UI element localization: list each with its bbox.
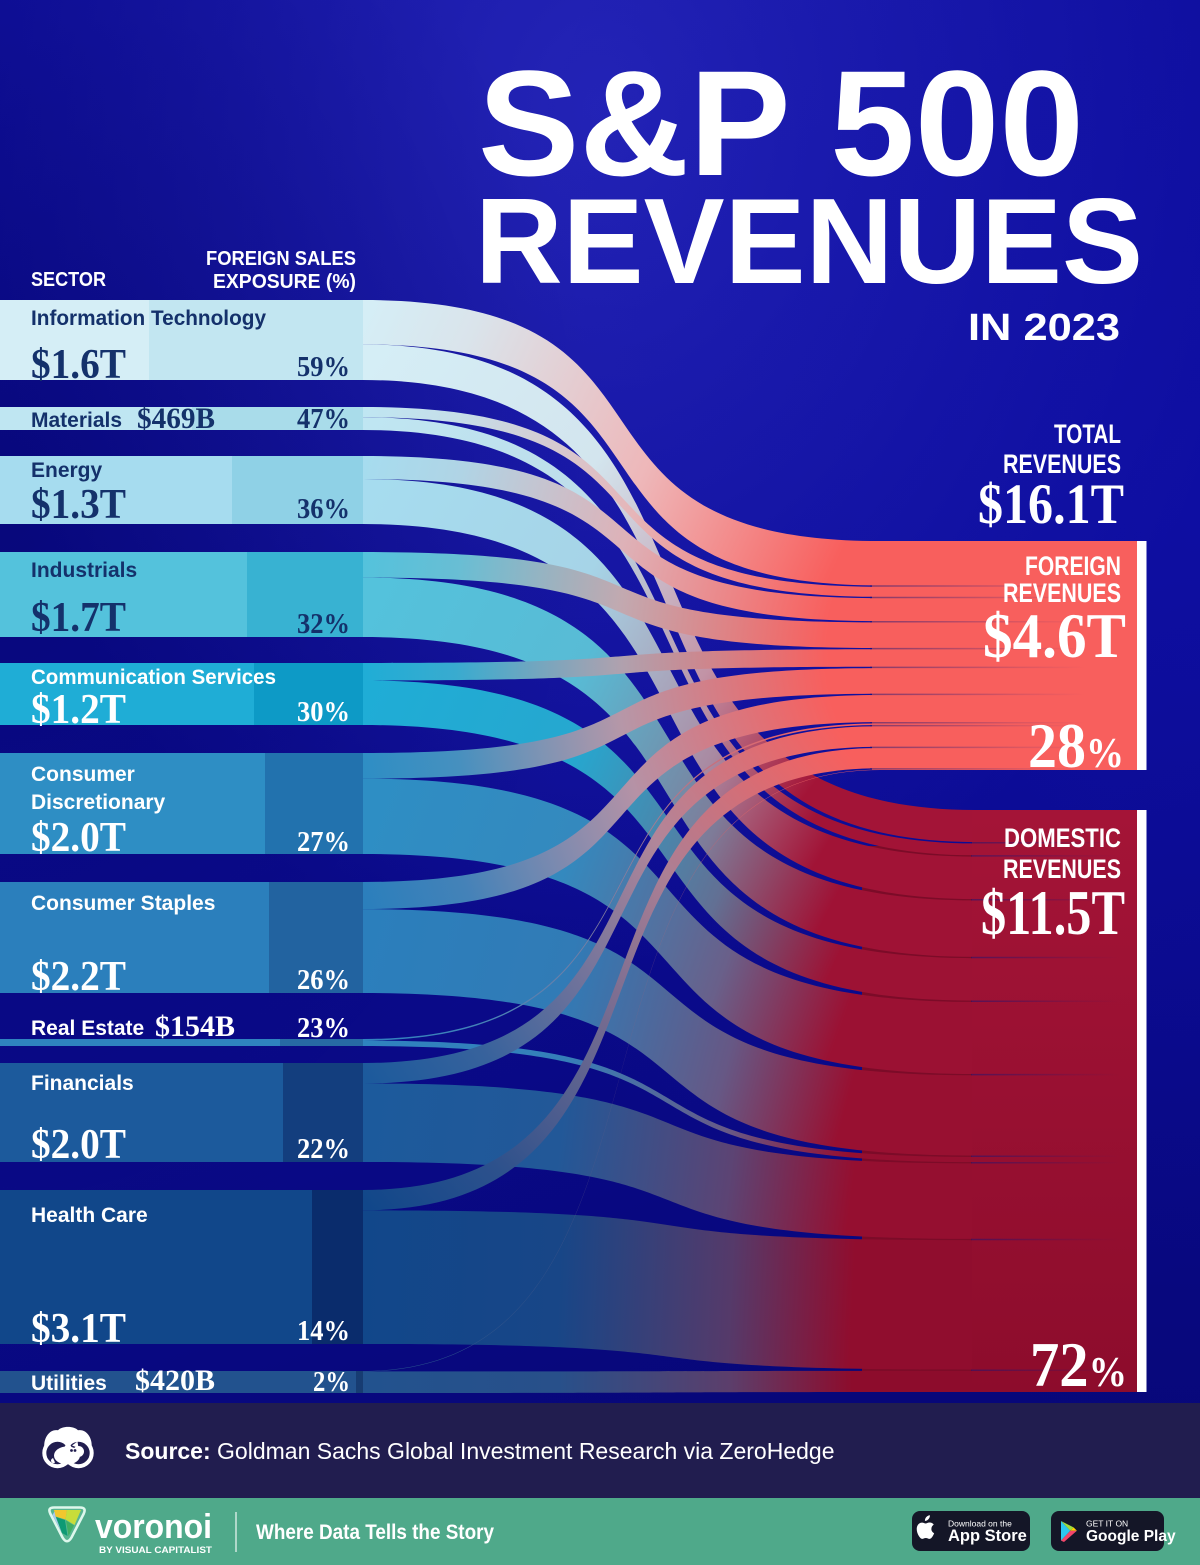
svg-text:S&P 500: S&P 500 (478, 39, 1084, 207)
svg-text:28%: 28% (1028, 710, 1124, 781)
svg-text:32%: 32% (297, 608, 350, 640)
svg-text:$11.5T: $11.5T (981, 877, 1125, 948)
svg-text:47%: 47% (297, 403, 350, 435)
svg-text:26%: 26% (297, 964, 350, 996)
svg-text:22%: 22% (297, 1133, 350, 1165)
svg-text:Industrials: Industrials (31, 559, 137, 582)
svg-text:$1.6T: $1.6T (31, 342, 126, 388)
svg-text:REVENUES: REVENUES (1003, 578, 1121, 608)
svg-text:Communication Services: Communication Services (31, 666, 276, 689)
svg-text:Consumer Staples: Consumer Staples (31, 892, 215, 915)
svg-text:Download on the: Download on the (948, 1519, 1012, 1529)
svg-text:Discretionary: Discretionary (31, 791, 166, 814)
svg-text:TOTAL: TOTAL (1054, 419, 1121, 449)
svg-text:$2.2T: $2.2T (31, 954, 126, 1000)
svg-text:Where Data Tells the Story: Where Data Tells the Story (256, 1520, 494, 1544)
svg-text:voronoi: voronoi (95, 1508, 212, 1546)
svg-text:Google Play: Google Play (1086, 1528, 1176, 1545)
svg-text:Financials: Financials (31, 1072, 134, 1095)
svg-text:App Store: App Store (948, 1527, 1027, 1545)
svg-text:36%: 36% (297, 493, 350, 525)
svg-text:Utilities: Utilities (31, 1372, 107, 1395)
svg-text:$1.2T: $1.2T (31, 687, 126, 733)
svg-text:$3.1T: $3.1T (31, 1306, 126, 1352)
svg-text:GET IT ON: GET IT ON (1086, 1519, 1128, 1529)
svg-text:$420B: $420B (135, 1364, 215, 1397)
svg-text:Materials: Materials (31, 409, 122, 432)
svg-text:$4.6T: $4.6T (983, 601, 1126, 671)
svg-text:EXPOSURE (%): EXPOSURE (%) (213, 271, 356, 293)
svg-text:$2.0T: $2.0T (31, 1122, 126, 1168)
svg-text:DOMESTIC: DOMESTIC (1004, 823, 1121, 853)
svg-text:Real Estate: Real Estate (31, 1017, 144, 1040)
svg-text:$16.1T: $16.1T (978, 473, 1124, 536)
svg-text:Energy: Energy (31, 459, 103, 482)
svg-text:Health Care: Health Care (31, 1204, 148, 1227)
svg-text:59%: 59% (297, 351, 350, 383)
svg-text:27%: 27% (297, 826, 350, 858)
svg-text:Source: Goldman Sachs Global I: Source: Goldman Sachs Global Investment … (125, 1438, 835, 1464)
svg-text:SECTOR: SECTOR (31, 269, 106, 291)
svg-text:23%: 23% (297, 1012, 350, 1044)
svg-text:$154B: $154B (155, 1010, 235, 1043)
svg-text:Consumer: Consumer (31, 763, 135, 786)
svg-text:$469B: $469B (137, 402, 215, 435)
svg-text:REVENUES: REVENUES (475, 173, 1143, 309)
svg-text:REVENUES: REVENUES (1003, 854, 1121, 884)
svg-text:BY VISUAL CAPITALIST: BY VISUAL CAPITALIST (99, 1545, 213, 1555)
svg-text:IN 2023: IN 2023 (968, 307, 1120, 349)
svg-text:30%: 30% (297, 696, 350, 728)
svg-text:Information Technology: Information Technology (31, 307, 266, 330)
svg-text:REVENUES: REVENUES (1003, 449, 1121, 479)
svg-text:$1.3T: $1.3T (31, 482, 126, 528)
svg-text:FOREIGN: FOREIGN (1025, 551, 1121, 581)
svg-text:14%: 14% (297, 1315, 350, 1347)
svg-text:FOREIGN SALES: FOREIGN SALES (206, 248, 356, 270)
svg-text:$2.0T: $2.0T (31, 815, 126, 861)
svg-text:$1.7T: $1.7T (31, 595, 126, 641)
svg-text:2%: 2% (313, 1366, 350, 1398)
